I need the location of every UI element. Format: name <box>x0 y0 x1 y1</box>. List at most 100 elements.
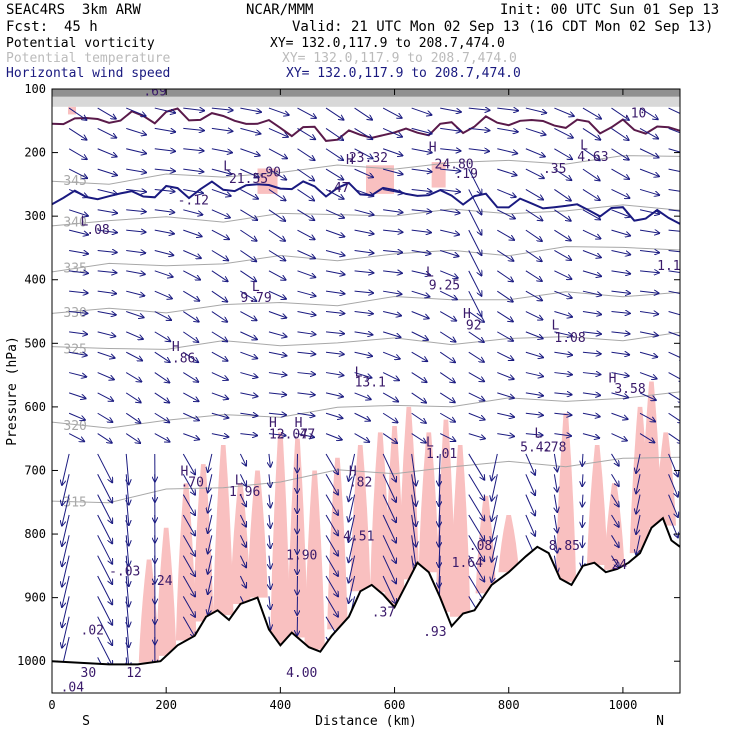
cloud-plume <box>655 432 677 526</box>
wind-arrow <box>639 331 658 336</box>
wind-arrow <box>126 596 129 626</box>
wind-arrow <box>383 291 401 294</box>
wind-arrow <box>240 148 259 156</box>
wind-arrow <box>154 372 170 383</box>
wind-arrow <box>497 127 517 131</box>
wind-arrow <box>183 250 201 258</box>
wind-arrow <box>239 555 246 568</box>
wind-speed-label: 30 <box>81 666 97 681</box>
wind-arrow <box>554 229 570 240</box>
wind-arrow <box>269 514 270 528</box>
wind-arrow <box>554 127 572 137</box>
wind-arrow <box>97 392 113 401</box>
wind-arrow <box>297 270 315 277</box>
wind-arrow <box>554 209 570 221</box>
wind-arrow <box>639 433 654 443</box>
x-tick-label: 1000 <box>608 698 637 712</box>
wind-arrow <box>611 453 618 466</box>
wind-arrow <box>154 270 173 277</box>
wind-arrow <box>297 393 314 395</box>
wind-arrow <box>240 250 256 261</box>
wind-arrow <box>97 433 112 443</box>
cloud-plume <box>212 445 234 616</box>
wind-speed-label: .82 <box>349 475 372 490</box>
wind-arrow <box>554 453 557 471</box>
wind-arrow <box>126 514 129 545</box>
high-marker: H <box>609 372 617 387</box>
wind-arrow <box>497 434 514 437</box>
low-marker: L <box>426 266 434 281</box>
wind-arrow <box>382 555 396 584</box>
wind-arrow <box>325 189 344 198</box>
wind-arrow <box>240 107 261 112</box>
wind-arrow <box>668 311 680 316</box>
wind-arrow <box>468 474 485 500</box>
wind-arrow <box>611 535 618 547</box>
wind-arrow <box>525 331 543 339</box>
wind-arrow <box>126 127 146 134</box>
wind-arrow <box>183 351 198 362</box>
wind-arrow <box>411 270 430 275</box>
wind-arrow <box>582 514 583 527</box>
wind-arrow <box>497 331 513 341</box>
wind-arrow <box>268 311 286 318</box>
wind-arrow <box>239 494 246 507</box>
x-axis-label: Distance (km) <box>315 714 417 729</box>
field-wind-xy: XY= 132.0,117.9 to 208.7,474.0 <box>286 66 521 81</box>
wind-arrow <box>325 312 344 314</box>
wind-arrow <box>240 168 258 177</box>
wind-arrow <box>525 209 543 221</box>
wind-arrow <box>125 392 141 403</box>
wind-arrow <box>325 596 338 616</box>
wind-speed-label: .90 <box>258 166 281 181</box>
wind-arrow <box>126 535 129 565</box>
wind-speed-label: 1.96 <box>229 485 260 500</box>
wind-arrow <box>439 555 440 588</box>
wind-arrow <box>183 290 199 301</box>
wind-arrow <box>268 209 285 221</box>
wind-arrow <box>554 168 571 180</box>
wind-arrow <box>354 148 373 159</box>
wind-arrow <box>468 331 484 342</box>
wind-arrow <box>239 514 246 527</box>
wind-arrow <box>354 372 372 378</box>
wind-arrow <box>582 128 600 139</box>
wind-arrow <box>208 453 213 472</box>
wind-arrow <box>468 209 482 235</box>
wind-arrow <box>354 392 371 399</box>
wind-arrow <box>208 575 213 594</box>
wind-speed-label: .78 <box>543 440 566 455</box>
wind-arrow <box>439 453 440 486</box>
wind-arrow <box>525 393 543 396</box>
low-marker: L <box>252 280 260 295</box>
wind-arrow <box>382 474 396 502</box>
wind-arrow <box>439 433 455 441</box>
wind-arrow <box>126 474 129 504</box>
wind-arrow <box>411 535 416 567</box>
wind-arrow <box>325 433 342 440</box>
wind-arrow <box>268 413 286 415</box>
wind-arrow <box>468 392 485 401</box>
wind-arrow <box>439 372 455 383</box>
wind-arrow <box>154 107 175 113</box>
cloud-plume <box>270 432 291 646</box>
wind-arrow <box>354 271 374 273</box>
wind-arrow <box>325 291 344 294</box>
wind-speed-label: 8.85 <box>549 539 580 554</box>
wind-arrow <box>639 351 657 357</box>
wind-arrow <box>240 189 258 198</box>
wind-arrow <box>97 474 113 502</box>
wind-arrow <box>611 372 628 376</box>
wind-arrow <box>97 412 113 422</box>
wind-arrow <box>383 311 401 316</box>
wind-arrow <box>183 209 202 215</box>
wind-arrow <box>154 392 169 403</box>
wind-arrow <box>468 108 490 110</box>
wind-arrow <box>497 392 514 398</box>
wind-arrow <box>211 188 231 196</box>
wind-speed-label: 9.25 <box>429 278 460 293</box>
valid-time: Valid: 21 UTC Mon 02 Sep 13 (16 CDT Mon … <box>292 19 714 35</box>
wind-speed-label: 4.51 <box>343 529 374 544</box>
wind-arrow <box>411 189 432 191</box>
wind-arrow <box>383 230 402 232</box>
